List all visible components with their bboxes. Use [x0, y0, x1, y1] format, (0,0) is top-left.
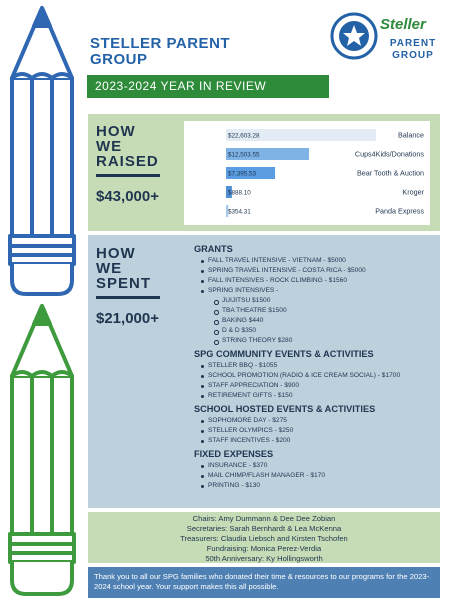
- green-pencil: [8, 304, 76, 596]
- pencils: [8, 6, 76, 596]
- heading-line: HOW: [96, 245, 136, 262]
- list-item: FALL INTENSIVES - ROCK CLIMBING - $1560: [194, 276, 440, 286]
- value-label: $12,503.55: [228, 152, 260, 159]
- bar: [226, 148, 309, 160]
- list-item: MAIL CHIMP/FLASH MANAGER - $170: [194, 471, 440, 481]
- heading-line: HOW: [96, 123, 136, 140]
- category-label: Bear Tooth & Auction: [357, 169, 424, 178]
- category-label: Kroger: [402, 188, 424, 197]
- credit-line: Treasurers: Claudia Liebsch and Kirsten …: [180, 534, 348, 543]
- sub-item: D & D $350: [194, 326, 440, 336]
- section-heading: GRANTS: [194, 244, 233, 254]
- sub-item: STRING THEORY $280: [194, 336, 440, 346]
- value-label: $888.10: [228, 190, 251, 197]
- heading-line: WE: [96, 138, 123, 155]
- list-item: PRINTING - $130: [194, 481, 440, 491]
- blue-pencil: [8, 6, 76, 296]
- list-item: STAFF APPRECIATION - $900: [194, 381, 440, 391]
- heading-line: SPENT: [96, 275, 152, 292]
- bar: [226, 186, 232, 198]
- logo-badge: [330, 12, 378, 60]
- list-item: SPRING TRAVEL INTENSIVE - COSTA RICA - $…: [194, 266, 440, 276]
- list-item: STELLER BBQ - $1055: [194, 361, 440, 371]
- spent-panel: [88, 235, 440, 508]
- section-heading: FIXED EXPENSES: [194, 449, 274, 459]
- sub-item: JUIJITSU $1500: [194, 296, 440, 306]
- logo-name: Steller: [380, 16, 426, 33]
- category-label: Cups4Kids/Donations: [355, 150, 425, 159]
- list-item: RETIREMENT GIFTS - $150: [194, 391, 440, 401]
- credit-line: Chairs: Amy Dummann & Dee Dee Zobian: [192, 514, 336, 523]
- list-item: STELLER OLYMPICS - $250: [194, 426, 440, 436]
- category-label: Panda Express: [375, 207, 424, 216]
- sub-item: TBA THEATRE $1500: [194, 306, 440, 316]
- section-heading: SPG COMMUNITY EVENTS & ACTIVITIES: [194, 349, 374, 359]
- raised-chart: $22,603.28 Balance $12,503.55 Cups4Kids/Don…: [226, 129, 425, 217]
- list-item: SOPHOMORE DAY - $275: [194, 416, 440, 426]
- value-label: $7,395.53: [228, 171, 257, 178]
- spent-heading: HOW WE SPENT: [96, 246, 176, 291]
- sub-item: BAKING $440: [194, 316, 440, 326]
- list-item: SPRING INTENSIVES -: [194, 286, 440, 296]
- list-item: FALL TRAVEL INTENSIVE - VIETNAM - $5000: [194, 256, 440, 266]
- value-label: $22,603.28: [228, 133, 260, 140]
- list-item: STAFF INCENTIVES - $200: [194, 436, 440, 446]
- bar: [226, 129, 376, 141]
- value-label: $354.31: [228, 209, 251, 216]
- list-item: SCHOOL PROMOTION (RADIO & ICE CREAM SOCI…: [194, 371, 440, 381]
- expense-lists: GRANTS FALL TRAVEL INTENSIVE - VIETNAM - …: [194, 241, 440, 491]
- credit-line: Fundraising: Monica Perez-Verdia: [206, 544, 322, 553]
- logo-subtitle: PARENT GROUP: [389, 38, 437, 61]
- footer: Thank you to all our SPG families who do…: [88, 567, 440, 598]
- category-label: Balance: [398, 131, 424, 140]
- banner: 2023-2024 YEAR IN REVIEW: [87, 75, 329, 98]
- list-item: INSURANCE - $370: [194, 461, 440, 471]
- title: STELLER PARENT GROUP: [90, 35, 231, 68]
- heading-line: WE: [96, 260, 123, 277]
- rule: [96, 296, 160, 299]
- heading-line: RAISED: [96, 153, 159, 170]
- raised-total: $43,000+: [96, 188, 159, 205]
- bar: [226, 167, 276, 179]
- rule: [96, 174, 160, 177]
- spent-total: $21,000+: [96, 310, 159, 327]
- credit-line: Secretaries: Sarah Bernhardt & Lea McKen…: [186, 524, 342, 533]
- credit-line: 50th Anniversary: Ky Hollingsworth: [205, 554, 323, 563]
- bar: [226, 205, 229, 217]
- section-heading: SCHOOL HOSTED EVENTS & ACTIVITIES: [194, 404, 376, 414]
- credits: Chairs: Amy Dummann & Dee Dee Zobian Secr…: [88, 512, 440, 563]
- raised-heading: HOW WE RAISED: [96, 124, 176, 169]
